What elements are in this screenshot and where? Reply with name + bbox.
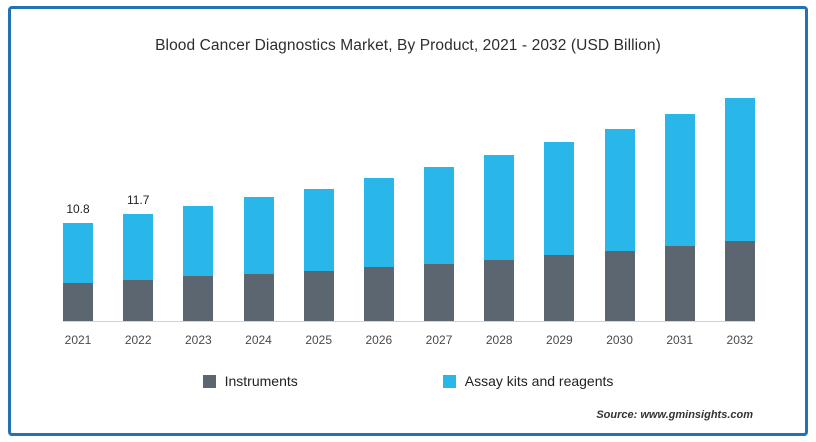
x-axis-label: 2022	[124, 333, 152, 347]
x-axis-label: 2032	[726, 333, 754, 347]
bar-column	[243, 196, 274, 321]
legend-label-assay-kits: Assay kits and reagents	[464, 373, 614, 389]
x-axis-label: 2025	[305, 333, 333, 347]
bar-segment-assay-kits	[63, 222, 93, 283]
bar-segment-instruments	[664, 246, 695, 321]
legend: Instruments Assay kits and reagents	[11, 373, 805, 389]
bar-value-label: 10.8	[66, 201, 90, 216]
x-axis-label: 2029	[546, 333, 573, 347]
bar-segment-instruments	[724, 240, 755, 321]
bar-column	[363, 177, 394, 321]
bar-column: 11.7	[123, 193, 154, 321]
bar-segment-assay-kits	[303, 188, 334, 271]
bar-column	[544, 142, 575, 321]
legend-item-instruments: Instruments	[202, 373, 298, 389]
bar-segment-instruments	[303, 270, 334, 321]
x-axis-label: 2024	[245, 333, 272, 347]
x-axis-label: 2028	[485, 333, 513, 347]
bar-segment-instruments	[183, 276, 214, 321]
source-attribution: Source: www.gminsights.com	[596, 409, 753, 421]
bar-segment-assay-kits	[484, 155, 515, 260]
assay-kits-swatch-icon	[442, 374, 456, 388]
x-axis-label: 2031	[666, 333, 694, 347]
bar-segment-instruments	[604, 250, 635, 321]
bar-segment-assay-kits	[183, 206, 214, 277]
x-axis-label: 2023	[184, 333, 212, 347]
bar-segment-instruments	[63, 282, 93, 321]
legend-item-assay-kits: Assay kits and reagents	[442, 373, 614, 389]
bar-segment-assay-kits	[363, 177, 394, 268]
x-axis-label: 2021	[64, 333, 92, 347]
chart-frame: Blood Cancer Diagnostics Market, By Prod…	[8, 6, 808, 436]
bar-segment-instruments	[424, 263, 455, 321]
bar-segment-assay-kits	[724, 97, 755, 241]
bar-column	[604, 128, 635, 321]
bars-row: 10.8 11.7	[63, 93, 755, 322]
bar-value-label: 11.7	[126, 193, 150, 208]
bar-column	[183, 206, 214, 321]
chart-title: Blood Cancer Diagnostics Market, By Prod…	[155, 37, 661, 54]
bar-segment-assay-kits	[544, 142, 575, 256]
plot-area: 10.8 11.7 2021 2022 2023 2024 2025 2026 2027 202…	[63, 93, 755, 347]
instruments-swatch-icon	[202, 374, 216, 388]
x-axis-label: 2030	[606, 333, 633, 347]
bar-segment-instruments	[123, 279, 154, 321]
bar-segment-assay-kits	[604, 128, 635, 251]
x-axis-label: 2027	[425, 333, 453, 347]
x-axis: 2021 2022 2023 2024 2025 2026 2027 2028 2029 2030…	[63, 333, 755, 347]
bar-column	[484, 155, 515, 321]
bar-segment-instruments	[484, 259, 515, 321]
bar-segment-assay-kits	[664, 113, 695, 247]
bar-segment-instruments	[243, 273, 274, 321]
x-axis-label: 2026	[365, 333, 393, 347]
bar-segment-assay-kits	[123, 214, 154, 280]
bar-column	[303, 188, 334, 321]
bar-segment-assay-kits	[424, 166, 455, 264]
bar-segment-assay-kits	[243, 196, 274, 274]
bar-column	[664, 113, 695, 321]
bar-column: 10.8	[63, 202, 93, 321]
bar-column	[424, 166, 455, 321]
legend-label-instruments: Instruments	[224, 373, 298, 389]
bar-segment-instruments	[544, 255, 575, 321]
bar-segment-instruments	[363, 267, 394, 321]
bar-column	[724, 97, 755, 321]
